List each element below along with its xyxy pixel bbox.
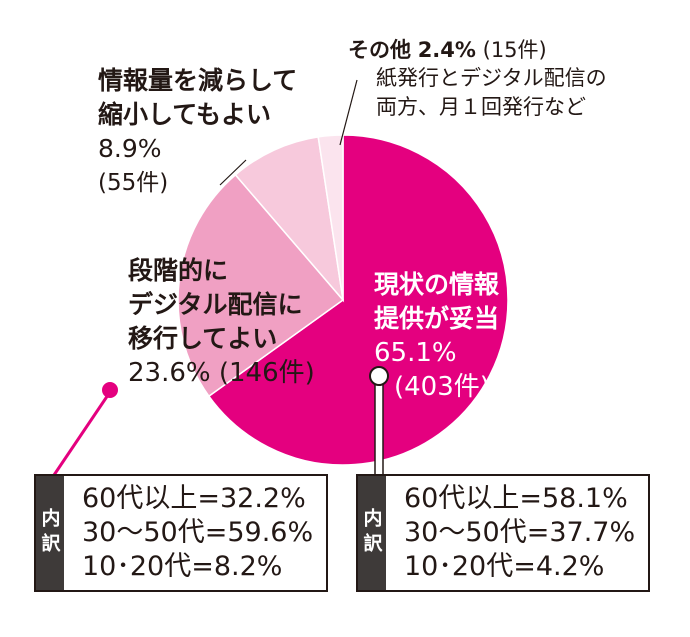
pie-slice-2 bbox=[234, 136, 345, 303]
reduce-label-count: (55件) bbox=[98, 170, 169, 196]
other-label-name: その他 bbox=[348, 38, 411, 62]
gradual-label-line2: デジタル配信に bbox=[128, 290, 303, 319]
reduce-label-pct: 8.9% bbox=[98, 134, 162, 163]
left-breakdown-tag: 内訳 bbox=[36, 476, 64, 590]
gradual-label-pct: 23.6% bbox=[128, 358, 211, 388]
reduce-leader-line bbox=[219, 159, 247, 186]
gradual-slice-label: 段階的に デジタル配信に 移行してよい 23.6% (146件) bbox=[128, 254, 315, 390]
left-breakdown-row: 60代以上=32.2% bbox=[82, 483, 306, 514]
right-breakdown-row: 60代以上=58.1% bbox=[404, 483, 628, 514]
pie-slice-1 bbox=[177, 173, 345, 398]
reduce-slice-label: 情報量を減らして 縮小してもよい 8.9% (55件) bbox=[98, 64, 297, 200]
main-label-line2: 提供が妥当 bbox=[374, 304, 500, 333]
main-label-count: (403件) bbox=[394, 372, 490, 402]
other-label-count: (15件) bbox=[482, 38, 547, 62]
left-breakdown-dot bbox=[102, 382, 118, 398]
left-breakdown-box: 内訳 60代以上=32.2% 30～50代=59.6% 10･20代=8.2% bbox=[34, 474, 328, 592]
gradual-label-line3: 移行してよい bbox=[128, 324, 278, 353]
right-breakdown-box: 内訳 60代以上=58.1% 30～50代=37.7% 10･20代=4.2% bbox=[356, 474, 650, 592]
gradual-label-count: (146件) bbox=[218, 358, 315, 388]
other-label-note1: 紙発行とデジタル配信の bbox=[376, 66, 607, 90]
reduce-label-line2: 縮小してもよい bbox=[98, 100, 272, 129]
left-breakdown-row: 30～50代=59.6% bbox=[82, 517, 314, 548]
right-breakdown-dot bbox=[369, 366, 389, 386]
other-slice-label: その他 2.4% (15件) 紙発行とデジタル配信の 両方、月１回発行など bbox=[348, 36, 607, 122]
main-label-pct: 65.1% bbox=[374, 338, 457, 368]
right-breakdown-row: 10･20代=4.2% bbox=[404, 551, 605, 582]
pie-slice-0 bbox=[207, 134, 509, 466]
other-label-note2: 両方、月１回発行など bbox=[376, 95, 586, 119]
right-breakdown-tag: 内訳 bbox=[358, 476, 386, 590]
gradual-label-line1: 段階的に bbox=[128, 256, 229, 285]
left-breakdown-row: 10･20代=8.2% bbox=[82, 551, 283, 582]
reduce-label-line1: 情報量を減らして bbox=[98, 66, 298, 95]
other-leader-line bbox=[339, 79, 358, 146]
other-label-pct: 2.4% bbox=[417, 38, 476, 62]
right-breakdown-row: 30～50代=37.7% bbox=[404, 517, 636, 548]
main-label-line1: 現状の情報 bbox=[374, 270, 500, 299]
main-slice-label: 現状の情報 提供が妥当 65.1% (403件) bbox=[374, 268, 499, 404]
left-breakdown-leader bbox=[50, 391, 112, 479]
